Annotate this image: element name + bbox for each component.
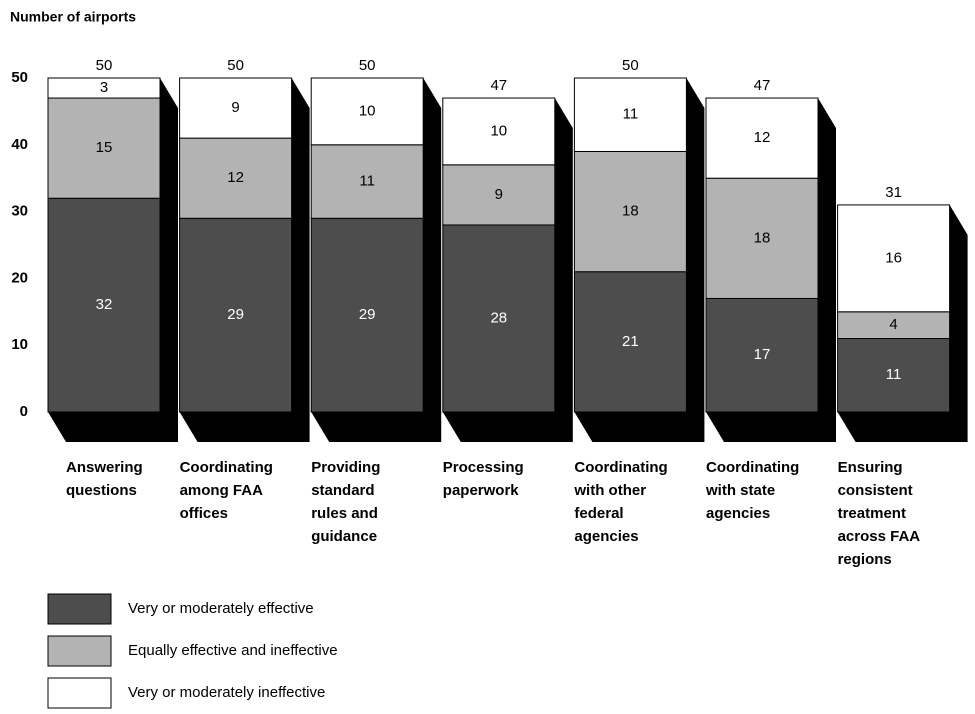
segment-label: 28 (490, 309, 507, 326)
x-tick-label: Answering questions (66, 459, 147, 499)
segment-label: 15 (96, 139, 113, 156)
x-tick-label: Coordinating with other federal agencies (573, 459, 672, 545)
segment-label: 12 (754, 129, 771, 146)
legend-swatch (47, 635, 112, 667)
bar-shadow (311, 78, 442, 442)
segment-label: 32 (96, 296, 113, 313)
total-label: 47 (490, 77, 507, 94)
segment-label: 10 (490, 122, 507, 139)
bar-segment (310, 144, 424, 219)
legend-label: Very or moderately ineffective (128, 684, 325, 701)
total-label: 50 (622, 57, 639, 74)
segment-label: 9 (495, 186, 503, 203)
total-label: 31 (885, 184, 902, 201)
segment-label: 11 (359, 173, 375, 190)
segment-label: 4 (889, 316, 897, 333)
legend-swatch (47, 593, 112, 625)
segment-label: 10 (359, 102, 376, 119)
bar-shadow (442, 98, 573, 442)
x-tick-label: Coordinating among FAA offices (180, 459, 278, 522)
x-tick-label: Processing paperwork (443, 459, 528, 499)
bar-segment (837, 338, 951, 413)
segment-label: 21 (622, 333, 639, 350)
total-label: 50 (227, 57, 244, 74)
bar-segment (47, 97, 161, 199)
segment-label: 29 (227, 306, 244, 323)
bar-segment (573, 150, 687, 273)
y-tick-label: 30 (11, 203, 28, 220)
bar-segment (442, 97, 556, 166)
segment-label: 29 (359, 306, 376, 323)
y-tick-label: 0 (20, 403, 28, 420)
x-tick-label: Ensuring consistent treatment across FAA… (838, 459, 924, 568)
y-tick-label: 50 (11, 69, 28, 86)
bar-segment (705, 177, 819, 299)
y-tick-label: 20 (11, 269, 28, 286)
segment-label: 3 (100, 79, 108, 96)
bar-segment (310, 77, 424, 146)
x-tick-label: Providing standard rules and guidance (311, 459, 384, 545)
bar-segment (705, 97, 819, 179)
bar-segment (837, 204, 951, 313)
legend-label: Very or moderately effective (128, 600, 314, 617)
bar-segment (442, 224, 556, 413)
bar-shadow (837, 204, 968, 442)
segment-label: 12 (227, 169, 244, 186)
total-label: 50 (359, 57, 376, 74)
bar-shadow (179, 78, 310, 442)
y-tick-label: 10 (11, 336, 28, 353)
bar-segment (179, 217, 293, 413)
segment-label: 11 (623, 106, 639, 123)
total-label: 47 (754, 77, 771, 94)
x-tick-label: Coordinating with state agencies (705, 459, 804, 522)
bar-shadow (706, 98, 836, 442)
legend-label: Equally effective and ineffective (128, 642, 338, 659)
segment-label: 9 (231, 99, 239, 116)
segment-label: 18 (754, 229, 771, 246)
segment-label: 17 (754, 346, 771, 363)
y-axis-title: Number of airports (10, 9, 136, 25)
segment-label: 18 (622, 203, 639, 220)
bar-segment (47, 197, 161, 413)
bar-segment (47, 77, 161, 99)
y-tick-label: 40 (11, 136, 28, 153)
bar-segment (573, 77, 687, 152)
bar-shadow (48, 78, 178, 442)
bar-segment (179, 77, 293, 139)
bar-shadow (574, 78, 705, 442)
segment-label: 16 (885, 249, 902, 266)
bar-segment (442, 164, 556, 226)
bar-segment (705, 297, 819, 413)
total-label: 50 (96, 57, 113, 74)
bar-segment (837, 311, 951, 340)
legend-swatch (47, 677, 112, 709)
bar-segment (179, 137, 293, 219)
bar-segment (573, 271, 687, 413)
segment-label: 11 (886, 366, 902, 383)
